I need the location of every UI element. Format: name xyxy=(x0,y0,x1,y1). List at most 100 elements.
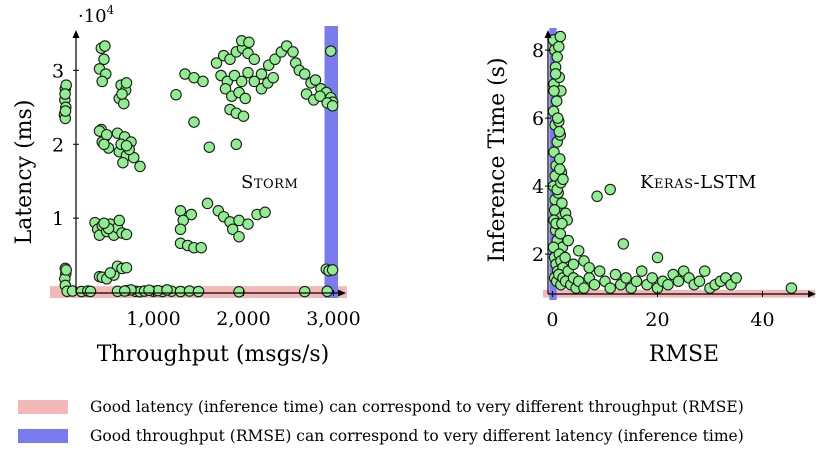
storm-data-point xyxy=(98,138,110,151)
storm-data-point xyxy=(259,206,271,219)
storm-data-point xyxy=(242,66,254,79)
keras-data-point xyxy=(583,261,595,274)
storm-data-point xyxy=(237,110,250,122)
keras-data-point xyxy=(617,238,630,250)
legend-label-blue: Good throughput (RMSE) can correspond to… xyxy=(90,427,744,445)
keras-data-point xyxy=(578,282,590,294)
storm-data-point xyxy=(120,139,133,152)
storm-ticks: 1,000 2,000 3,000 1 2 3 xyxy=(52,60,361,330)
storm-data-point xyxy=(197,75,209,88)
keras-data-point xyxy=(554,30,567,43)
storm-data-point xyxy=(60,264,72,276)
storm-data-point xyxy=(298,68,311,80)
storm-x-tick-label: 1,000 xyxy=(126,308,180,330)
storm-data-point xyxy=(224,53,236,66)
keras-title: Keras-LSTM xyxy=(640,172,757,193)
storm-data-point xyxy=(239,92,252,105)
storm-data-point xyxy=(120,228,133,241)
storm-data-point xyxy=(233,230,245,243)
storm-data-point xyxy=(116,88,128,100)
keras-data-point xyxy=(646,272,658,284)
keras-data-point xyxy=(620,272,632,284)
storm-data-point xyxy=(298,285,311,298)
storm-data-point xyxy=(203,141,216,153)
keras-y-label: Inference Time (s) xyxy=(485,57,510,262)
keras-x-tick-label: 40 xyxy=(750,309,774,331)
keras-data-point xyxy=(588,278,601,291)
storm-data-point xyxy=(59,88,71,100)
storm-data-point xyxy=(143,284,155,296)
storm-data-point xyxy=(255,68,268,80)
keras-x-label: RMSE xyxy=(649,342,719,367)
keras-y-tick-label: 8 xyxy=(532,40,544,62)
storm-data-point xyxy=(314,90,326,102)
keras-y-tick-label: 6 xyxy=(532,108,544,130)
keras-data-point xyxy=(557,173,569,186)
keras-data-point xyxy=(785,282,798,294)
keras-data-point xyxy=(593,265,606,277)
storm-data-point xyxy=(100,128,113,141)
keras-data-point xyxy=(551,112,564,124)
keras-y-axis-arrow xyxy=(544,30,552,38)
storm-data-point xyxy=(267,71,279,84)
storm-data-point xyxy=(113,214,126,227)
storm-y-multiplier: ·104 xyxy=(78,3,115,27)
legend-item-blue: Good throughput (RMSE) can correspond to… xyxy=(18,425,828,447)
storm-data-point xyxy=(243,36,255,49)
keras-data-point xyxy=(672,275,685,288)
keras-data-point xyxy=(635,265,648,277)
keras-data-point xyxy=(567,258,580,271)
keras-data-point xyxy=(554,163,566,175)
keras-data-point xyxy=(730,272,742,284)
storm-data-point xyxy=(326,264,339,276)
storm-data-point xyxy=(309,74,322,86)
storm-y-tick-label: 3 xyxy=(52,60,64,82)
keras-data-point xyxy=(651,251,664,264)
storm-data-point xyxy=(201,197,214,210)
storm-data-point xyxy=(118,97,130,110)
storm-y-tick-label: 1 xyxy=(52,208,64,230)
storm-data-point xyxy=(98,217,110,230)
storm-data-point xyxy=(134,160,146,173)
keras-data-point xyxy=(662,278,674,291)
keras-data-point xyxy=(604,183,616,196)
keras-data-point xyxy=(548,204,561,216)
storm-data-point xyxy=(104,267,117,279)
storm-data-point xyxy=(195,241,207,254)
storm-x-axis-arrow xyxy=(338,289,346,297)
storm-data-point xyxy=(233,286,245,298)
storm-data-point xyxy=(192,285,205,298)
storm-y-multiplier-exponent: 4 xyxy=(107,3,115,17)
storm-data-point xyxy=(174,223,187,236)
storm-title: Storm xyxy=(241,172,298,193)
keras-data-point xyxy=(693,275,706,288)
keras-data-point xyxy=(551,51,563,63)
storm-data-point xyxy=(226,223,239,236)
keras-data-point xyxy=(562,234,574,247)
storm-data-point xyxy=(117,156,129,169)
storm-data-point xyxy=(118,285,131,297)
storm-y-axis-arrow xyxy=(72,30,80,38)
storm-x-label: Throughput (msgs/s) xyxy=(97,342,330,367)
storm-data-point xyxy=(235,75,248,88)
storm-data-point xyxy=(99,40,111,52)
storm-x-tick-label: 2,000 xyxy=(216,308,270,330)
storm-data-point xyxy=(219,83,232,95)
storm-data-point xyxy=(325,45,337,57)
storm-good-throughput-band xyxy=(324,26,338,298)
storm-y-tick-label: 2 xyxy=(52,134,64,156)
storm-y-label: Latency (ms) xyxy=(12,100,37,245)
keras-x-tick-label: 0 xyxy=(546,309,558,331)
keras-data-point xyxy=(609,268,622,281)
keras-data-point xyxy=(604,282,616,294)
storm-data-point xyxy=(174,205,187,217)
keras-data-point xyxy=(556,197,568,209)
keras-data-point xyxy=(550,95,563,107)
storm-data-point xyxy=(326,100,339,112)
storm-data-point xyxy=(287,46,299,58)
storm-data-point xyxy=(248,53,261,66)
storm-data-point xyxy=(120,261,133,274)
keras-data-point xyxy=(553,125,566,138)
storm-scatter-panel: 1,000 2,000 3,000 1 2 3 ·104 Storm Throughput… xyxy=(12,3,361,367)
